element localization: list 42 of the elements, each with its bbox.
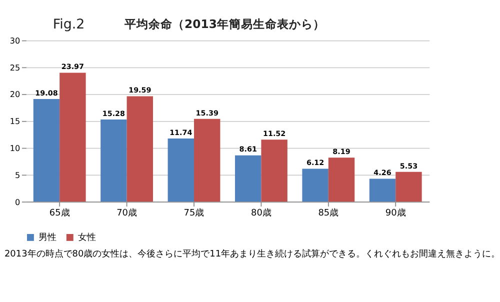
data-label: 11.52 [262, 129, 286, 138]
legend-label: 女性 [78, 232, 96, 244]
data-label: 19.59 [128, 86, 152, 95]
bar [396, 172, 422, 202]
y-tick-label: 0 [15, 198, 20, 207]
y-tick-label: 15 [10, 117, 20, 126]
data-label: 19.08 [35, 88, 58, 98]
data-label: 11.74 [170, 128, 192, 137]
bar [369, 178, 396, 202]
x-tick-label: 65歳 [49, 208, 70, 219]
bar [168, 138, 194, 202]
x-tick-label: 90歳 [385, 208, 406, 219]
data-label: 8.19 [332, 147, 350, 156]
data-label: 15.28 [102, 108, 126, 118]
bar [33, 99, 60, 202]
text: 2013年の時点で80歳の女性は、今後さらに平均で11年あまり生き続ける試算ができる。くれぐれもお間違え無きように。 [4, 248, 500, 260]
y-tick-label: 10 [10, 144, 20, 153]
data-label: 23.97 [61, 62, 84, 72]
bar [261, 140, 288, 202]
data-label: 6.12 [306, 158, 324, 168]
data-label: 8.61 [239, 144, 257, 154]
legend-label: 男性 [38, 232, 57, 244]
bar [302, 168, 328, 202]
bar [194, 118, 220, 202]
y-tick-label: 25 [10, 63, 20, 72]
y-tick-label: 30 [10, 36, 20, 46]
chart-title: Fig.2 [52, 18, 85, 33]
y-tick-label: 5 [15, 170, 20, 180]
x-tick-label: 70歳 [116, 208, 137, 219]
bar [60, 72, 86, 202]
x-tick-label: 85歳 [318, 208, 339, 219]
x-tick-label: 80歳 [251, 208, 272, 219]
data-label: 4.26 [374, 168, 392, 178]
bar [100, 119, 127, 202]
bar [328, 158, 355, 202]
x-tick-label: 75歳 [184, 208, 204, 219]
bar [234, 155, 262, 202]
chart-subtitle: 平均余命（2013年簡易生命表から） [124, 16, 325, 31]
data-label: 15.39 [196, 108, 218, 118]
bar [126, 96, 153, 202]
y-tick-label: 20 [10, 90, 20, 100]
data-label: 5.53 [400, 161, 418, 170]
